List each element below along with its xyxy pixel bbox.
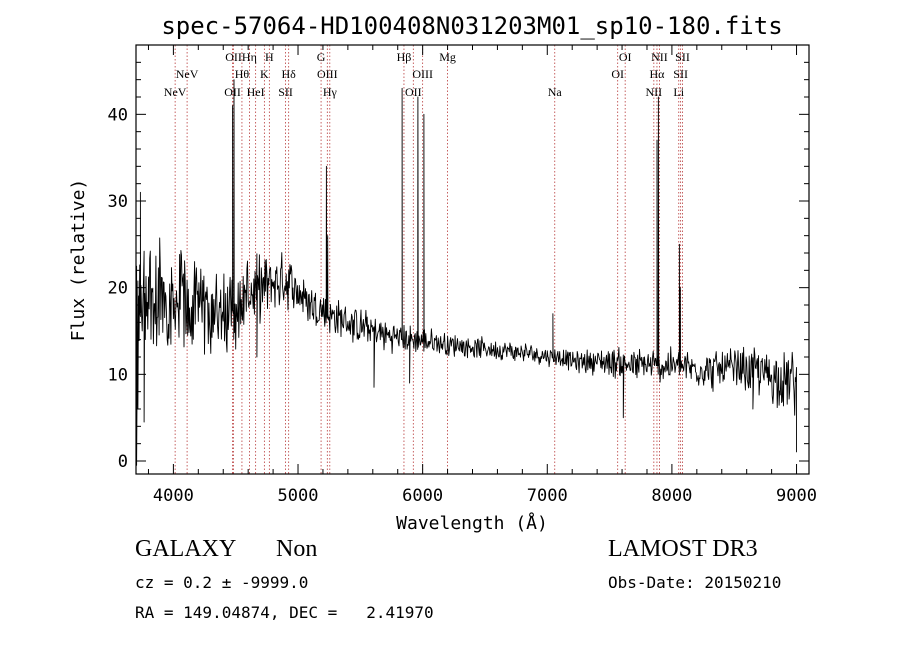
y-tick-label-4: 40 (108, 105, 128, 125)
line-label-20: OI (619, 50, 632, 64)
survey-name: LAMOST DR3 (608, 536, 758, 562)
x-tick-label-2: 6000 (402, 486, 443, 506)
line-label-2: OII (224, 85, 241, 99)
line-label-26: SII (675, 50, 690, 64)
line-label-16: OIII (412, 67, 433, 81)
line-label-7: K (260, 67, 269, 81)
line-label-3: OII (225, 50, 242, 64)
y-tick-label-3: 30 (108, 192, 128, 212)
x-tick-label-3: 7000 (527, 486, 568, 506)
x-tick-label-0: 4000 (153, 486, 194, 506)
object-subclass: Non (276, 536, 318, 562)
line-label-1: NeV (176, 67, 199, 81)
line-label-23: NII (651, 50, 668, 64)
line-label-11: G (317, 50, 326, 64)
line-label-17: Mg (439, 50, 456, 64)
line-label-12: OIII (317, 67, 338, 81)
line-label-19: OI (611, 67, 624, 81)
spectrum-line (135, 79, 797, 466)
line-label-18: Na (548, 85, 563, 99)
line-label-22: Hα (649, 67, 665, 81)
ra-dec-coordinates: RA = 149.04874, DEC = 2.41970 (135, 603, 434, 622)
observation-date: Obs-Date: 20150210 (608, 573, 782, 592)
line-label-14: Hβ (397, 50, 412, 64)
y-tick-label-0: 0 (118, 452, 128, 472)
spectrum-series (135, 79, 797, 466)
line-label-0: NeV (164, 85, 187, 99)
x-tick-label-1: 5000 (278, 486, 319, 506)
emission-line-markers (174, 45, 683, 474)
x-axis-label: Wavelength (Å) (396, 512, 548, 534)
axis-ticks: 4000 5000 6000 7000 8000 9000 0 10 20 30 40 (108, 45, 817, 506)
line-label-8: H (265, 50, 274, 64)
y-tick-label-2: 20 (108, 279, 128, 299)
y-tick-label-1: 10 (108, 365, 128, 385)
line-label-6: HeI (247, 85, 265, 99)
line-label-15: OII (405, 85, 422, 99)
chart-title: spec-57064-HD100408N031203M01_sp10-180.f… (161, 12, 782, 40)
line-label-4: Hθ (235, 67, 250, 81)
line-label-9: SII (278, 85, 293, 99)
line-label-21: NII (646, 85, 663, 99)
line-label-10: Hδ (282, 67, 297, 81)
object-class: GALAXY (135, 536, 237, 562)
x-tick-label-5: 9000 (776, 486, 817, 506)
line-label-13: Hγ (323, 85, 338, 99)
line-label-25: SII (673, 67, 688, 81)
x-tick-label-4: 8000 (651, 486, 692, 506)
y-axis-label: Flux (relative) (68, 179, 89, 342)
redshift-value: cz = 0.2 ± -9999.0 (135, 573, 309, 592)
plot-frame (135, 44, 810, 475)
line-label-24: Li (673, 85, 684, 99)
line-label-5: Hη (242, 50, 257, 64)
emission-line-labels: NeV NeV OII OII Hθ Hη HeI KH SII Hδ G OIII Hγ Hβ OII OI… (164, 50, 690, 99)
